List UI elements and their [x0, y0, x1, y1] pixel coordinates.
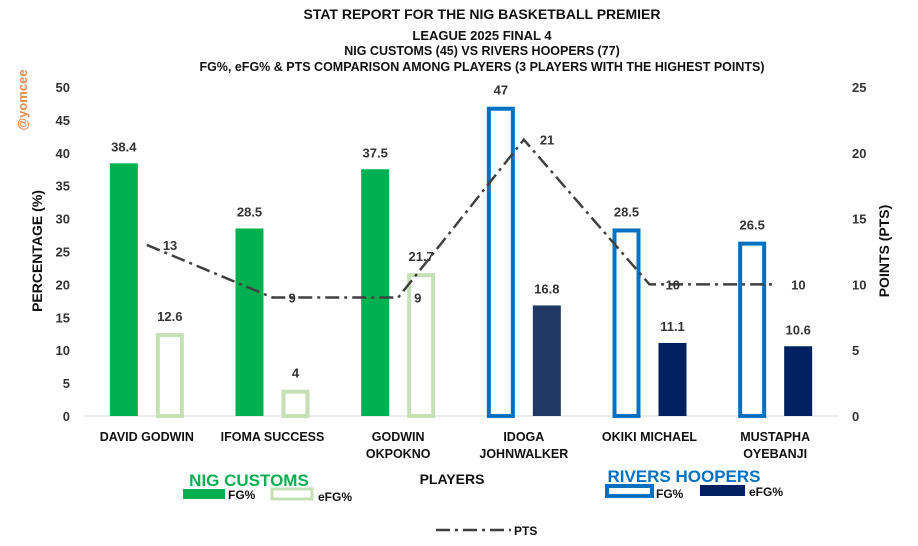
left-tick-label: 20 — [56, 277, 70, 292]
fg-bar — [235, 228, 264, 416]
fg-data-label: 28.5 — [614, 204, 639, 219]
fg-bar — [738, 241, 767, 418]
pts-data-label: 10 — [791, 277, 805, 292]
pts-data-label: 13 — [163, 238, 177, 253]
efg-data-label: 21.7 — [409, 249, 434, 264]
efg-data-label: 16.8 — [534, 281, 559, 296]
right-axis-ticks: 0 5 10 15 20 25 — [852, 80, 866, 424]
category-label: JOHNWALKER — [479, 447, 568, 461]
legend-label-customs-efg: eFG% — [318, 490, 352, 504]
legend-team-nig-customs: NIG CUSTOMS — [189, 471, 309, 490]
pts-line — [146, 137, 776, 299]
chart-title: STAT REPORT FOR THE NIG BASKETBALL PREMI… — [199, 6, 764, 74]
legend-swatch-hoopers-efg — [700, 485, 745, 496]
fg-data-label: 47 — [494, 83, 508, 98]
left-tick-label: 10 — [56, 343, 70, 358]
category-labels: DAVID GODWIN IFOMA SUCCESS GODWIN OKPOKNO ID… — [100, 430, 810, 461]
left-tick-label: 5 — [63, 376, 70, 391]
efg-bar — [532, 305, 561, 416]
left-tick-label: 45 — [56, 113, 70, 128]
legend-swatch-customs-fg — [183, 489, 225, 499]
category-label: OKIKI MICHAEL — [602, 430, 698, 444]
watermark: @yomcee — [15, 69, 30, 130]
efg-bar — [784, 346, 813, 416]
title-line-1: LEAGUE 2025 FINAL 4 — [412, 28, 552, 43]
right-tick-label: 0 — [852, 409, 859, 424]
left-tick-label: 40 — [56, 146, 70, 161]
fg-bar — [612, 228, 641, 418]
legend-swatch-hoopers-fg — [605, 484, 654, 498]
legend-swatch-customs-efg — [270, 487, 314, 501]
fg-data-label: 38.4 — [111, 139, 137, 154]
fg-data-label: 37.5 — [363, 145, 388, 160]
x-axis-title: PLAYERS — [420, 471, 485, 487]
title-line-2: NIG CUSTOMS (45) VS RIVERS HOOPERS (77) — [344, 44, 620, 58]
category-label: GODWIN — [372, 430, 425, 444]
y2-axis-title: POINTS (PTS) — [876, 205, 892, 298]
efg-data-label: 12.6 — [157, 309, 182, 324]
left-tick-label: 50 — [56, 80, 70, 95]
left-tick-label: 0 — [63, 409, 70, 424]
bars — [109, 106, 813, 419]
pts-data-label: 9 — [289, 291, 296, 306]
pts-data-label: 9 — [414, 291, 421, 306]
legend-label-hoopers-efg: eFG% — [749, 485, 783, 499]
fg-bar — [486, 106, 515, 419]
efg-bar — [407, 273, 436, 418]
right-tick-label: 10 — [852, 277, 866, 292]
left-tick-label: 35 — [56, 179, 70, 194]
right-tick-label: 25 — [852, 80, 866, 95]
category-label: MUSTAPHA — [740, 430, 810, 444]
efg-data-label: 11.1 — [660, 319, 685, 334]
fg-data-label: 26.5 — [740, 218, 765, 233]
efg-data-label: 4 — [292, 366, 300, 381]
fg-bar — [109, 163, 138, 416]
fg-data-label: 28.5 — [237, 204, 262, 219]
pts-data-label: 21 — [540, 133, 554, 148]
left-axis-ticks: 0 5 10 15 20 25 30 35 40 45 50 — [56, 80, 70, 424]
efg-bar — [658, 342, 687, 416]
category-label: OKPOKNO — [366, 447, 431, 461]
data-labels: 38.4 12.6 28.5 4 37.5 21.7 47 16.8 28.5 11.1 26.5 1… — [111, 83, 811, 381]
left-tick-label: 15 — [56, 310, 70, 325]
right-tick-label: 20 — [852, 146, 866, 161]
legend-team-rivers-hoopers: RIVERS HOOPERS — [607, 467, 760, 486]
left-tick-label: 30 — [56, 212, 70, 227]
right-tick-label: 5 — [852, 343, 859, 358]
title-line-0: STAT REPORT FOR THE NIG BASKETBALL PREMI… — [303, 6, 660, 22]
category-label: OYEBANJI — [743, 447, 807, 461]
left-tick-label: 25 — [56, 245, 70, 260]
category-label: IFOMA SUCCESS — [221, 430, 325, 444]
category-label: IDOGA — [503, 430, 544, 444]
pts-data-label: 10 — [666, 277, 680, 292]
title-line-3: FG%, eFG% & PTS COMPARISON AMONG PLAYERS… — [199, 60, 764, 74]
legend-label-hoopers-fg: FG% — [656, 487, 684, 501]
fg-bar — [361, 169, 390, 416]
efg-bar — [155, 333, 184, 419]
efg-bar — [281, 389, 310, 418]
efg-data-label: 10.6 — [786, 322, 811, 337]
pts-line-path — [146, 137, 776, 299]
y-axis-title: PERCENTAGE (%) — [29, 190, 45, 312]
category-label: DAVID GODWIN — [100, 430, 194, 444]
legend-label-customs-fg: FG% — [228, 488, 256, 502]
legend-label-pts: PTS — [514, 524, 537, 538]
right-tick-label: 15 — [852, 212, 866, 227]
